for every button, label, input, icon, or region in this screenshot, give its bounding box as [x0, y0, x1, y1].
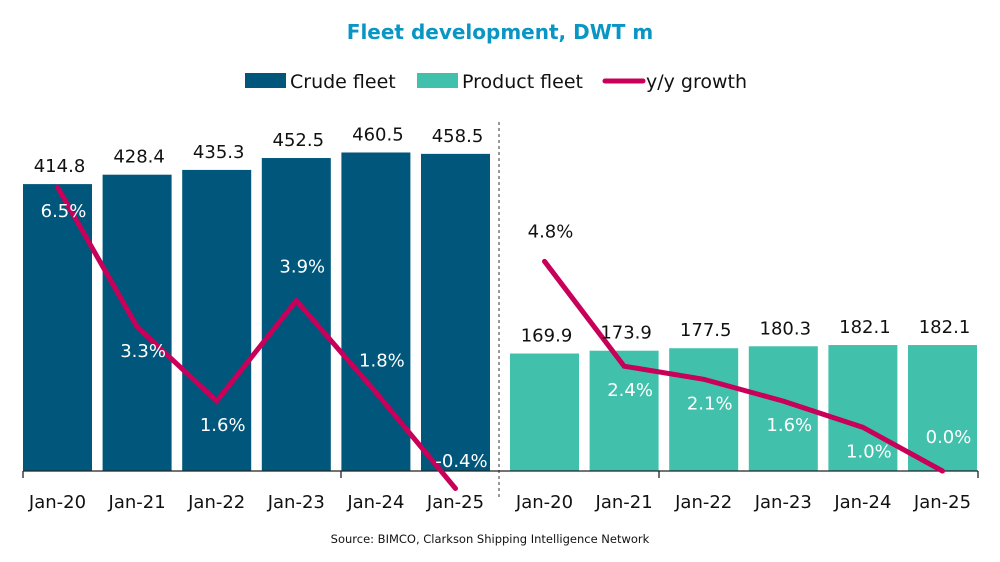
- bar-value-label: 458.5: [432, 126, 484, 147]
- legend-label-product: Product fleet: [462, 71, 583, 93]
- x-tick-label: Jan-25: [913, 492, 971, 513]
- bar-crude: [261, 158, 331, 472]
- x-axis: Jan-20 Jan-21 Jan-22 Jan-23 Jan-24 Jan-25 Jan-…: [22, 470, 979, 513]
- growth-label: 4.8%: [528, 221, 574, 242]
- bars-layer: [23, 152, 977, 472]
- x-tick-label: Jan-21: [595, 492, 653, 513]
- bar-value-label: 414.8: [34, 156, 86, 177]
- bar-value-label: 173.9: [600, 323, 652, 344]
- growth-label: 2.1%: [687, 393, 733, 414]
- legend: Crude fleet Product fleet y/y growth: [245, 71, 747, 93]
- bar-value-label: 460.5: [352, 124, 404, 145]
- growth-label: 2.4%: [607, 380, 653, 401]
- x-tick-label: Jan-23: [754, 492, 812, 513]
- bar-value-label: 177.5: [680, 320, 732, 341]
- bar-value-label: 182.1: [919, 317, 971, 338]
- x-tick-label: Jan-21: [108, 492, 166, 513]
- chart-title: Fleet development, DWT m: [347, 20, 653, 44]
- growth-line-crude: [55, 184, 458, 491]
- x-tick-label: Jan-20: [28, 492, 86, 513]
- bar-product: [908, 345, 977, 471]
- x-tick-label: Jan-22: [187, 492, 245, 513]
- legend-label-crude: Crude fleet: [290, 71, 396, 93]
- bar-crude: [182, 169, 252, 472]
- bar-value-label: 182.1: [839, 317, 891, 338]
- source-note: Source: BIMCO, Clarkson Shipping Intelli…: [331, 532, 650, 546]
- growth-label: 1.6%: [200, 415, 246, 436]
- x-tick-label: Jan-23: [267, 492, 325, 513]
- bar-product: [828, 345, 898, 471]
- bar-value-label: 435.3: [193, 142, 245, 163]
- growth-label: -0.4%: [435, 451, 487, 472]
- bar-crude: [421, 153, 490, 471]
- bar-value-label: 180.3: [760, 318, 812, 339]
- bar-value-label: 452.5: [273, 130, 325, 151]
- bar-value-label: 169.9: [521, 325, 573, 346]
- legend-swatch-product: [417, 73, 458, 88]
- x-tick-label: Jan-25: [426, 492, 484, 513]
- growth-lines-layer: [55, 184, 945, 491]
- growth-label: 6.5%: [41, 201, 87, 222]
- legend-swatch-crude: [245, 73, 286, 88]
- x-tick-label: Jan-24: [833, 492, 891, 513]
- growth-line-product: [542, 258, 945, 474]
- labels-layer: 414.8 6.5% 428.4 3.3% 435.3 1.6% 452.5 3.9% 460.…: [34, 124, 972, 472]
- bar-product: [510, 353, 579, 471]
- growth-label: 1.8%: [359, 350, 405, 371]
- bar-product: [669, 348, 739, 471]
- growth-label: 3.3%: [120, 341, 166, 362]
- bar-value-label: 428.4: [113, 147, 165, 168]
- growth-label: 1.6%: [766, 415, 812, 436]
- x-tick-label: Jan-22: [674, 492, 732, 513]
- x-tick-label: Jan-20: [515, 492, 573, 513]
- growth-label: 1.0%: [846, 441, 892, 462]
- growth-label: 0.0%: [926, 427, 972, 448]
- growth-label: 3.9%: [279, 257, 325, 278]
- x-tick-label: Jan-24: [346, 492, 404, 513]
- legend-label-growth: y/y growth: [646, 71, 747, 93]
